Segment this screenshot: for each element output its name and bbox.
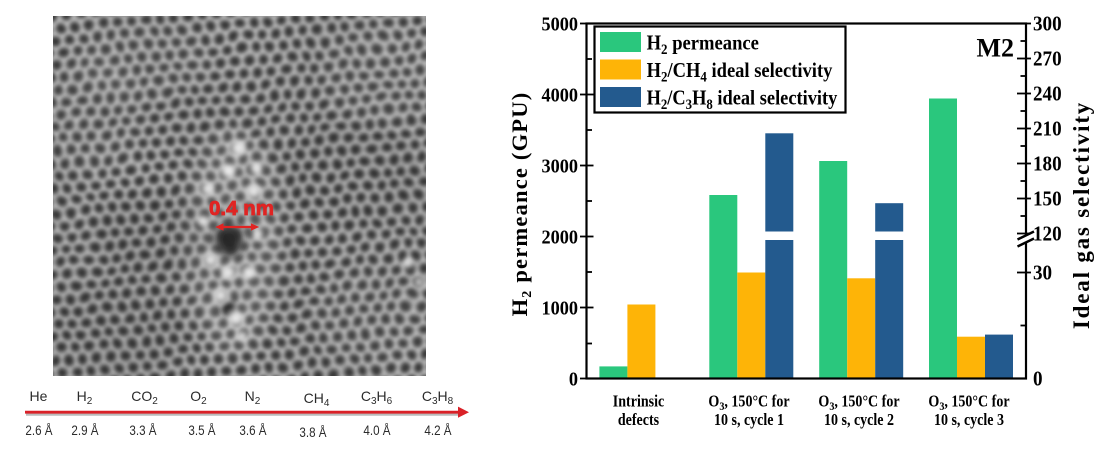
svg-text:Intrinsic: Intrinsic <box>613 392 665 410</box>
svg-text:180: 180 <box>1033 153 1062 176</box>
svg-text:300: 300 <box>1033 13 1062 36</box>
svg-text:H2 permeance (GPU): H2 permeance (GPU) <box>507 92 535 317</box>
svg-text:2000: 2000 <box>542 226 578 248</box>
svg-text:10 s, cycle 3: 10 s, cycle 3 <box>934 411 1004 429</box>
svg-text:O3, 150°C for: O3, 150°C for <box>928 392 1009 413</box>
svg-text:150: 150 <box>1033 188 1062 211</box>
svg-text:5000: 5000 <box>542 13 578 35</box>
svg-text:defects: defects <box>618 411 659 429</box>
svg-text:H2/CH4 ideal selectivity: H2/CH4 ideal selectivity <box>647 59 833 86</box>
svg-text:3000: 3000 <box>542 155 578 177</box>
svg-text:0: 0 <box>1033 368 1043 391</box>
svg-text:0.4 nm: 0.4 nm <box>209 197 274 220</box>
svg-text:120: 120 <box>1033 223 1062 246</box>
svg-text:Ideal gas selectivity: Ideal gas selectivity <box>1069 101 1094 329</box>
svg-text:10 s, cycle 2: 10 s, cycle 2 <box>824 411 894 429</box>
svg-text:0: 0 <box>569 368 578 390</box>
svg-text:H2/C3H8 ideal selectivity: H2/C3H8 ideal selectivity <box>647 86 838 113</box>
svg-text:O3, 150°C for: O3, 150°C for <box>818 392 899 413</box>
svg-text:4000: 4000 <box>542 84 578 106</box>
svg-text:O3, 150°C for: O3, 150°C for <box>708 392 789 413</box>
svg-text:240: 240 <box>1033 83 1062 106</box>
svg-text:M2: M2 <box>977 34 1015 63</box>
svg-text:210: 210 <box>1033 118 1062 141</box>
svg-text:H2 permeance: H2 permeance <box>647 31 759 58</box>
svg-text:10 s, cycle 1: 10 s, cycle 1 <box>714 411 784 429</box>
svg-text:30: 30 <box>1033 262 1052 285</box>
svg-text:1000: 1000 <box>542 297 578 319</box>
svg-text:270: 270 <box>1033 48 1062 71</box>
